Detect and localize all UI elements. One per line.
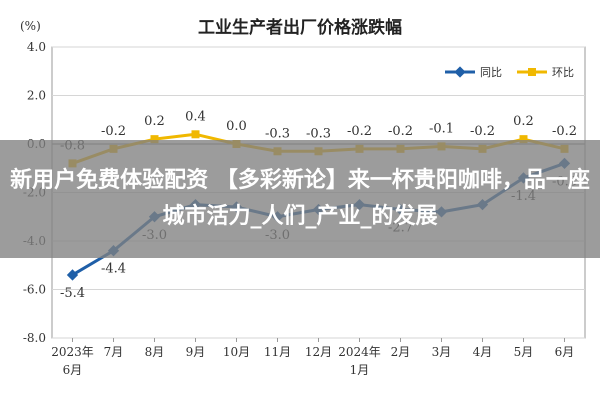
- data-point-mom: [150, 135, 159, 144]
- x-tick-label: 10月: [223, 345, 250, 359]
- y-tick-label: -6.0: [23, 283, 46, 297]
- x-tick-label: 2023年: [51, 345, 94, 359]
- x-tick-label: 2024年: [338, 345, 381, 359]
- legend-label: 环比: [552, 66, 574, 79]
- x-tick-label: 4月: [473, 345, 493, 359]
- x-tick-label: 1月: [350, 363, 370, 377]
- data-point-mom: [191, 130, 200, 139]
- legend-marker: [454, 66, 466, 78]
- data-label: -0.2: [470, 124, 495, 139]
- data-label: 0.0: [226, 119, 247, 134]
- headline-banner[interactable]: 新用户免费体验配资 【多彩新论】来一杯贵阳咖啡，品一座城市活力_人们_产业_的发…: [0, 140, 600, 258]
- data-label: 0.4: [185, 109, 206, 124]
- x-tick-label: 8月: [145, 345, 165, 359]
- headline-text: 新用户免费体验配资 【多彩新论】来一杯贵阳咖啡，品一座城市活力_人们_产业_的发…: [10, 168, 590, 229]
- data-label: -0.2: [552, 124, 577, 139]
- data-label: -0.2: [101, 124, 126, 139]
- y-axis-unit-label: (%): [20, 19, 41, 33]
- data-point-mom: [519, 135, 528, 144]
- x-tick-label: 6月: [555, 345, 575, 359]
- x-tick-label: 11月: [264, 345, 291, 359]
- data-label: 0.2: [513, 114, 534, 129]
- data-label: -0.3: [265, 126, 290, 141]
- legend-label: 同比: [480, 66, 502, 79]
- data-label: -0.2: [388, 124, 413, 139]
- data-label: -4.4: [101, 262, 126, 277]
- x-tick-label: 9月: [186, 345, 206, 359]
- legend-marker: [528, 68, 536, 76]
- data-label: -5.4: [60, 286, 85, 301]
- x-tick-label: 6月: [63, 363, 83, 377]
- y-tick-label: -8.0: [23, 331, 46, 345]
- x-tick-label: 5月: [514, 345, 534, 359]
- x-tick-label: 7月: [104, 345, 124, 359]
- data-label: -0.1: [429, 121, 454, 136]
- chart-title: 工业生产者出厂价格涨跌幅: [198, 17, 402, 38]
- x-tick-label: 2月: [391, 345, 411, 359]
- data-label: 0.2: [144, 114, 165, 129]
- x-tick-label: 12月: [305, 345, 332, 359]
- x-tick-label: 3月: [432, 345, 452, 359]
- y-tick-label: 2.0: [27, 89, 46, 103]
- y-tick-label: 4.0: [27, 40, 46, 54]
- data-label: -0.2: [347, 124, 372, 139]
- data-label: -0.3: [306, 126, 331, 141]
